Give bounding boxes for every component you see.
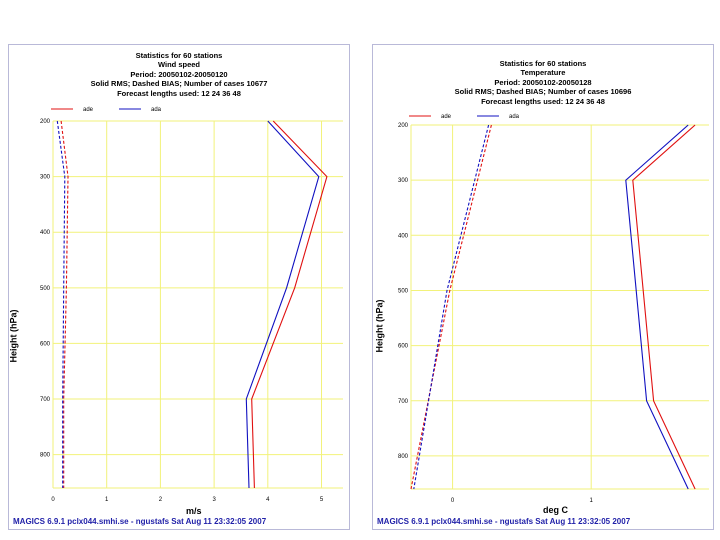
legend-label-ade: ade: [83, 107, 94, 113]
y-tick-label: 800: [40, 453, 51, 459]
x-tick-label: 0: [451, 498, 455, 504]
y-tick-label: 300: [40, 175, 51, 181]
y-tick-label: 600: [398, 344, 409, 350]
y-tick-label: 500: [398, 288, 409, 294]
chart-title: Statistics for 60 stations: [135, 51, 223, 60]
chart-title: Statistics for 60 stations: [499, 59, 587, 68]
footer-text: MAGICS 6.9.1 pclx044.smhi.se - ngustafs …: [13, 517, 267, 526]
x-tick-label: 3: [212, 497, 216, 503]
legend-label-ada: ada: [509, 114, 520, 120]
chart-plot-svg: ade ada 200 300 400 500 600 700 800 0 1: [398, 114, 709, 504]
y-tick-label: 500: [40, 286, 51, 292]
y-tick-label: 200: [40, 119, 51, 125]
chart-panel-wind-speed: Statistics for 60 stations Wind speed Pe…: [8, 44, 350, 530]
legend-label-ada: ada: [151, 107, 162, 113]
series-line-ade-rms: [632, 124, 696, 490]
series-line-ada-bias: [56, 120, 66, 488]
x-tick-label: 1: [105, 497, 109, 503]
x-tick-label: 0: [51, 497, 55, 503]
y-tick-label: 600: [40, 341, 51, 347]
series-line-ada-rms: [625, 124, 689, 490]
chart-plot-svg: ade ada 200 300 400 500 600 700 800 0 1 2 3 4 5: [40, 107, 343, 503]
y-tick-label: 800: [398, 454, 409, 460]
x-axis-label: m/s: [186, 506, 202, 516]
chart-period: Period: 20050102-20050128: [494, 78, 592, 87]
y-axis-label: Height (hPa): [374, 299, 385, 353]
y-tick-label: 200: [398, 123, 409, 129]
series-line-ade-bias: [410, 124, 492, 490]
series-line-ada-bias: [413, 124, 490, 490]
series-line-ade-bias: [60, 120, 69, 488]
legend-label-ade: ade: [441, 114, 452, 120]
chart-subtitle: Temperature: [520, 68, 566, 77]
chart-forecast-lengths: Forecast lengths used: 12 24 36 48: [481, 97, 605, 106]
chart-panel-temperature: Statistics for 60 stations Temperature P…: [372, 44, 714, 530]
chart-period: Period: 20050102-20050120: [130, 70, 228, 79]
footer-text: MAGICS 6.9.1 pclx044.smhi.se - ngustafs …: [377, 517, 631, 526]
chart-description: Solid RMS; Dashed BIAS; Number of cases …: [454, 87, 632, 96]
y-tick-label: 400: [398, 233, 409, 239]
chart-forecast-lengths: Forecast lengths used: 12 24 36 48: [117, 89, 241, 98]
chart-description: Solid RMS; Dashed BIAS; Number of cases …: [90, 79, 268, 88]
x-tick-label: 2: [159, 497, 163, 503]
y-tick-label: 300: [398, 178, 409, 184]
x-tick-label: 4: [266, 497, 270, 503]
series-line-ade-rms: [251, 120, 328, 489]
y-tick-label: 700: [398, 399, 409, 405]
x-axis-label: deg C: [543, 505, 569, 515]
y-axis-label: Height (hPa): [8, 309, 19, 363]
series-line-ada-rms: [245, 120, 320, 489]
chart-subtitle: Wind speed: [157, 60, 201, 69]
y-tick-label: 700: [40, 397, 51, 403]
x-tick-label: 1: [590, 498, 594, 504]
y-tick-label: 400: [40, 230, 51, 236]
x-tick-label: 5: [320, 497, 324, 503]
